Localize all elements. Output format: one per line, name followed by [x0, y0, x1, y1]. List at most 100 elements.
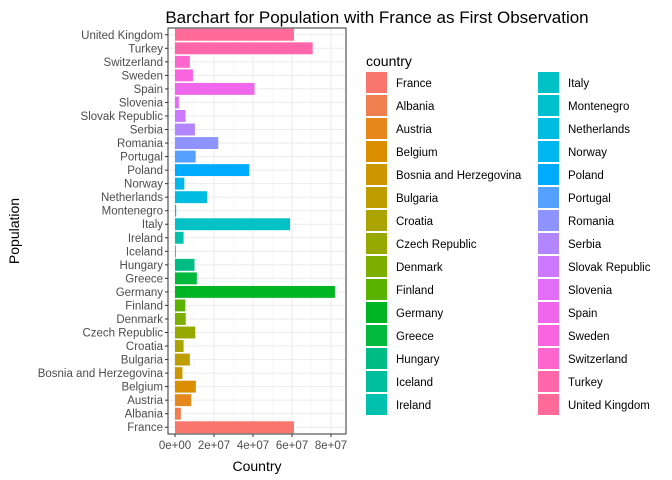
legend-key — [538, 371, 559, 392]
legend-key — [366, 256, 387, 277]
legend-key — [366, 233, 387, 254]
y-tick-label: Portugal — [120, 152, 163, 164]
legend-key — [538, 394, 559, 415]
y-tick-label: Serbia — [130, 125, 164, 137]
y-tick-label: Montenegro — [102, 206, 163, 218]
bar-netherlands — [175, 191, 208, 204]
x-tick-label: 0e+00 — [159, 440, 191, 452]
bar-italy — [175, 218, 291, 231]
legend-key — [366, 72, 387, 93]
legend-key — [366, 325, 387, 346]
y-tick-label: Norway — [124, 179, 163, 191]
y-tick-label: Belgium — [121, 382, 163, 394]
legend-key — [538, 141, 559, 162]
legend-label: Switzerland — [568, 354, 627, 366]
y-tick-label: Italy — [142, 219, 163, 231]
legend-label: Portugal — [568, 193, 611, 205]
bar-norway — [175, 177, 185, 190]
legend-label: Serbia — [568, 239, 602, 251]
legend-label: Turkey — [568, 377, 603, 389]
legend-key — [538, 233, 559, 254]
y-tick-label: United Kingdom — [81, 30, 163, 42]
legend-label: Norway — [568, 147, 607, 159]
legend-key — [366, 371, 387, 392]
y-tick-label: Croatia — [126, 341, 164, 353]
y-tick-label: Bulgaria — [121, 355, 164, 367]
legend-key — [538, 302, 559, 323]
legend-label: Croatia — [396, 216, 434, 228]
legend-key — [366, 348, 387, 369]
legend-label: Belgium — [396, 147, 438, 159]
y-tick-label: Hungary — [120, 260, 164, 272]
bar-slovak-republic — [175, 110, 186, 122]
x-axis-title: Country — [232, 458, 281, 474]
bar-united-kingdom — [175, 28, 294, 41]
y-tick-label: Denmark — [116, 314, 163, 326]
y-tick-label: Bosnia and Herzegovina — [38, 368, 164, 380]
legend-label: Iceland — [396, 377, 433, 389]
legend-key — [366, 164, 387, 185]
legend-key — [538, 348, 559, 369]
legend-label: Italy — [568, 78, 589, 90]
legend-key — [538, 72, 559, 93]
y-tick-label: Turkey — [128, 43, 163, 55]
legend: France Albania Austria Belgium Bosnia and He… — [366, 72, 651, 415]
legend-label: Spain — [568, 308, 597, 320]
legend-label: France — [396, 78, 432, 90]
legend-label: Denmark — [396, 262, 443, 274]
bar-bulgaria — [175, 353, 190, 366]
bar-montenegro — [175, 204, 177, 217]
bar-ireland — [175, 231, 184, 244]
bar-albania — [175, 407, 181, 420]
legend-key — [538, 325, 559, 346]
legend-label: United Kingdom — [568, 400, 650, 412]
legend-key — [366, 210, 387, 231]
x-tick-label: 2e+07 — [198, 440, 230, 452]
legend-key — [538, 279, 559, 300]
y-tick-label: Albania — [125, 409, 164, 421]
legend-key — [366, 302, 387, 323]
legend-key — [366, 279, 387, 300]
bar-spain — [175, 82, 255, 95]
y-tick-label: Czech Republic — [82, 328, 163, 340]
legend-label: Slovak Republic — [568, 262, 651, 274]
bar-poland — [175, 164, 250, 177]
legend-label: Netherlands — [568, 124, 630, 136]
legend-key — [538, 187, 559, 208]
legend-key — [366, 118, 387, 139]
bar-greece — [175, 272, 197, 285]
y-tick-label: France — [127, 422, 163, 434]
y-axis-title: Population — [6, 198, 22, 264]
y-tick-label: Germany — [116, 287, 164, 299]
bar-czech-republic — [175, 326, 196, 339]
bar-belgium — [175, 380, 196, 393]
bar-iceland — [175, 245, 176, 258]
legend-label: Greece — [396, 331, 434, 343]
x-tick-label: 6e+07 — [276, 440, 308, 452]
legend-label: Finland — [396, 285, 434, 297]
y-tick-label: Poland — [127, 165, 163, 177]
x-tick-label: 4e+07 — [237, 440, 269, 452]
bar-sweden — [175, 69, 193, 82]
legend-label: Montenegro — [568, 101, 629, 113]
bar-finland — [175, 299, 186, 312]
legend-key — [538, 210, 559, 231]
bar-romania — [175, 137, 219, 149]
y-tick-label: Austria — [127, 395, 163, 407]
x-tick-labels: 0e+00 2e+07 4e+07 6e+07 8e+07 — [159, 434, 347, 452]
legend-label: Hungary — [396, 354, 440, 366]
y-tick-label: Netherlands — [101, 192, 163, 204]
legend-key — [366, 394, 387, 415]
bar-serbia — [175, 123, 195, 136]
legend-key — [366, 187, 387, 208]
legend-key — [538, 95, 559, 116]
x-tick-label: 8e+07 — [315, 440, 347, 452]
bar-slovenia — [175, 96, 179, 109]
y-tick-label: Sweden — [121, 70, 163, 82]
legend-key — [538, 118, 559, 139]
legend-label: Bosnia and Herzegovina — [396, 170, 522, 182]
bar-bosnia-and-herzegovina — [175, 367, 183, 380]
bar-turkey — [175, 42, 313, 55]
